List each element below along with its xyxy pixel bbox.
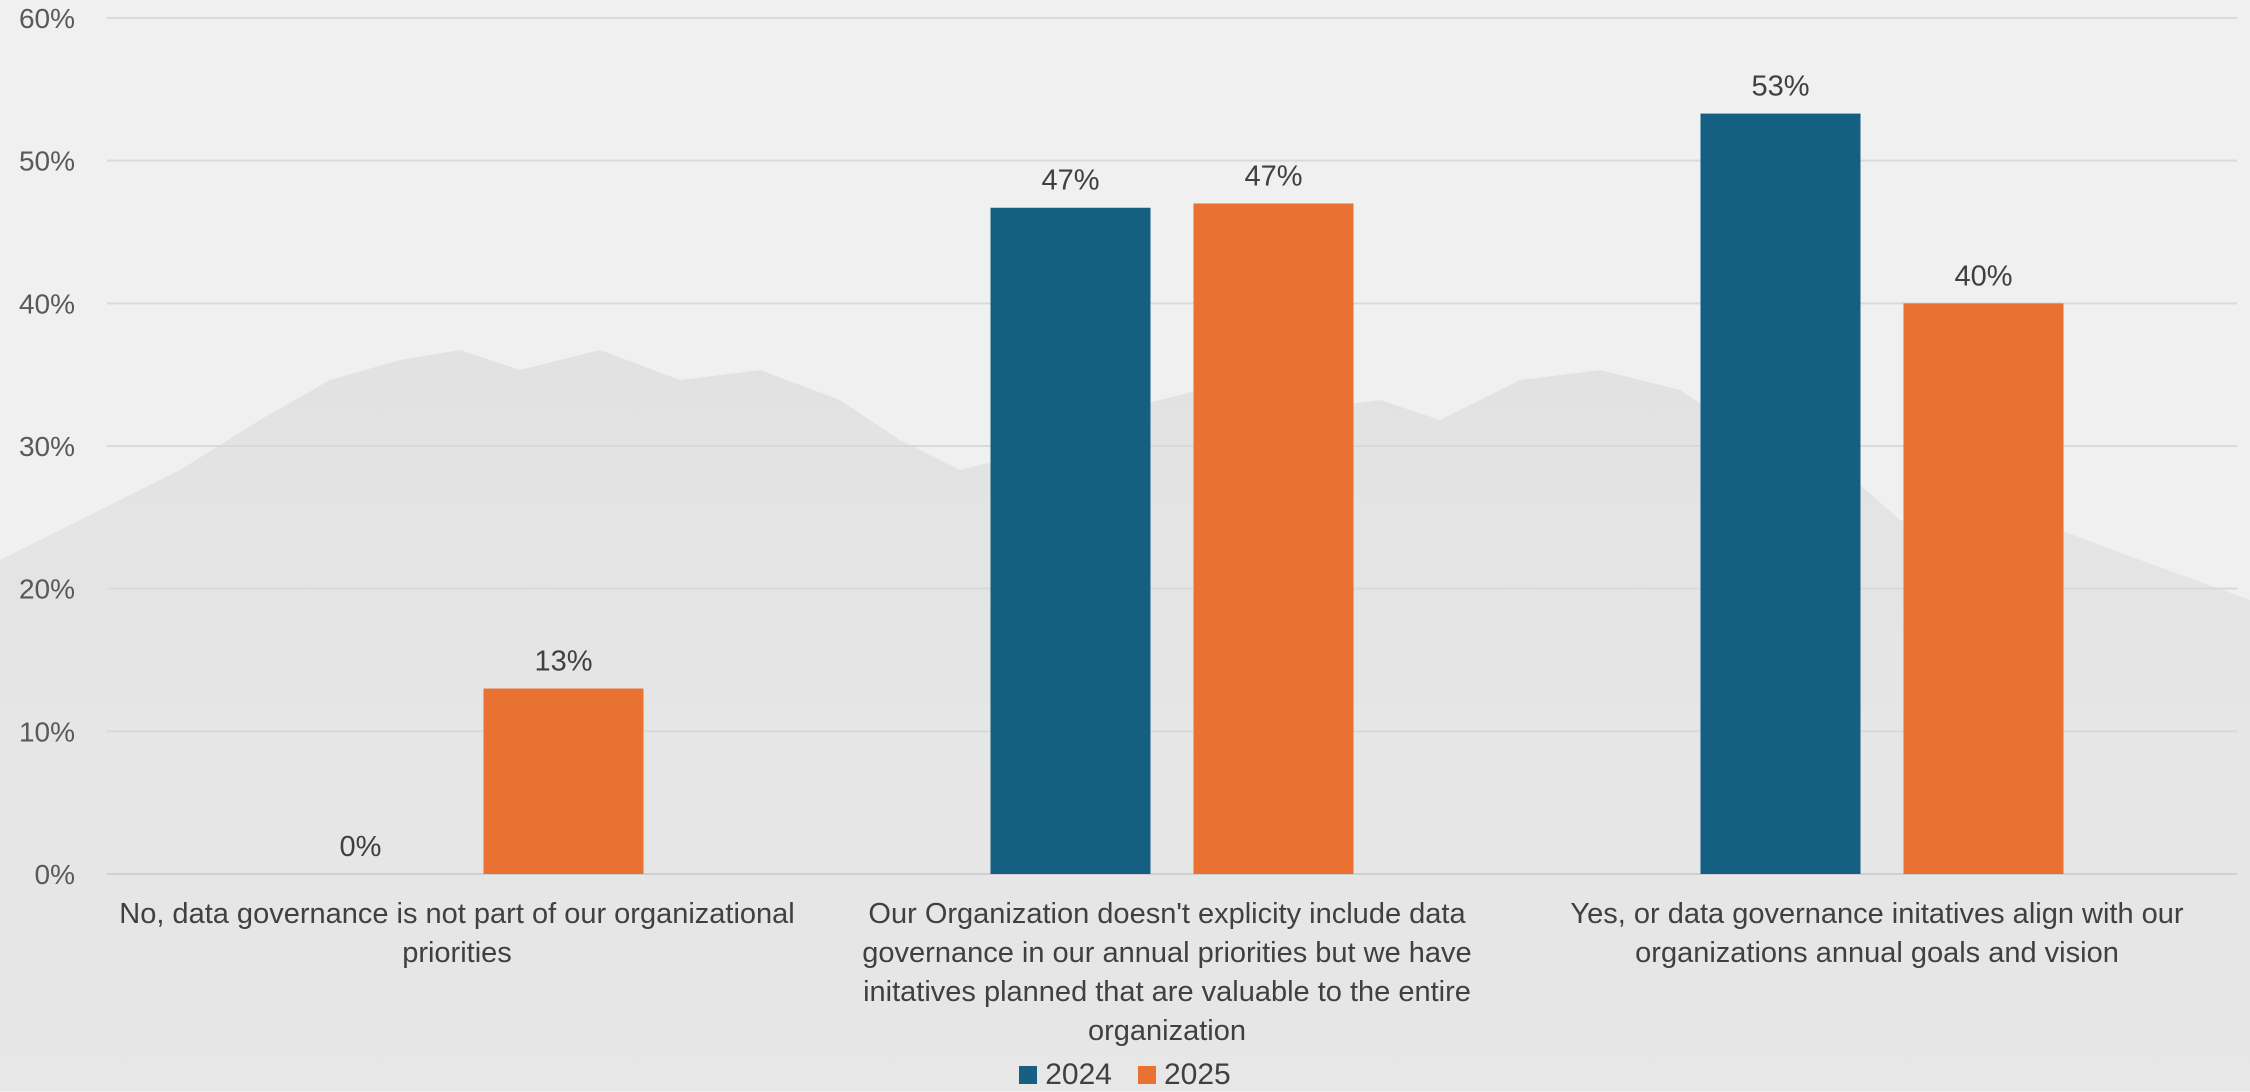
bar-2025-1 bbox=[483, 688, 644, 874]
data-label-2025-3: 40% bbox=[1954, 260, 2012, 292]
data-label-2024-3: 53% bbox=[1751, 71, 1809, 103]
y-tick-label-5: 50% bbox=[19, 146, 75, 177]
bar-2025-2 bbox=[1193, 203, 1354, 874]
category-label-3: Yes, or data governance initatives align… bbox=[1570, 898, 2184, 969]
y-tick-label-1: 10% bbox=[19, 716, 75, 747]
y-tick-label-6: 60% bbox=[19, 3, 75, 34]
data-label-2024-1: 0% bbox=[340, 831, 382, 863]
legend-item-2025: 2025 bbox=[1138, 1058, 1231, 1092]
data-label-2025-2: 47% bbox=[1244, 160, 1302, 192]
legend-swatch-2024 bbox=[1019, 1066, 1038, 1084]
data-label-2025-1: 13% bbox=[534, 646, 592, 678]
bar-2024-2 bbox=[990, 207, 1151, 874]
legend-label-2024: 2024 bbox=[1045, 1058, 1112, 1091]
y-tick-label-2: 20% bbox=[19, 574, 75, 605]
y-tick-label-3: 30% bbox=[19, 431, 75, 462]
legend-item-2024: 2024 bbox=[1019, 1058, 1112, 1092]
bar-2025-3 bbox=[1903, 303, 2064, 874]
category-label-2: Our Organization doesn't explicity inclu… bbox=[862, 898, 1472, 1047]
y-tick-label-4: 40% bbox=[19, 288, 75, 319]
bar-2024-3 bbox=[1700, 113, 1861, 874]
data-label-2024-2: 47% bbox=[1041, 165, 1099, 197]
legend: 2024 2025 bbox=[0, 1058, 2250, 1092]
y-tick-label-0: 0% bbox=[35, 859, 75, 890]
category-label-1: No, data governance is not part of our o… bbox=[119, 898, 795, 969]
legend-swatch-2025 bbox=[1138, 1066, 1156, 1084]
legend-label-2025: 2025 bbox=[1164, 1058, 1231, 1091]
